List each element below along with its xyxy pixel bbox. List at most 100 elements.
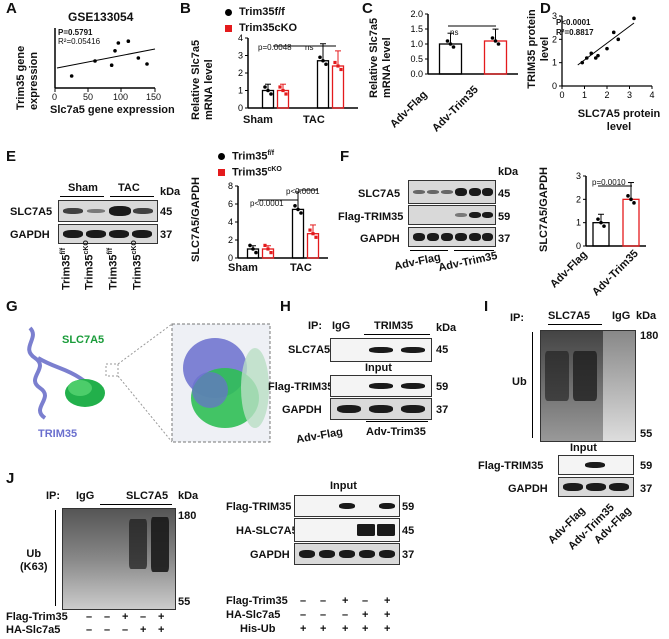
- bar: [622, 198, 640, 247]
- data-point: [596, 217, 600, 221]
- data-point: [116, 41, 121, 45]
- panel-f-blot-flag: [408, 205, 496, 225]
- panel-j-kda-gapdh: 37: [402, 549, 415, 561]
- y-tick-label: 1.5: [410, 24, 423, 34]
- data-point: [263, 85, 267, 89]
- panel-j-rcond-2: His-Ub: [240, 623, 276, 635]
- data-point: [248, 243, 252, 248]
- data-point: [629, 197, 633, 202]
- data-point: [333, 60, 337, 65]
- condition-mark: –: [104, 624, 111, 636]
- y-tick-label: 2: [576, 194, 581, 204]
- condition-mark: –: [86, 611, 93, 623]
- condition-mark: –: [122, 624, 129, 636]
- panel-g-structure: [27, 323, 271, 443]
- panel-h-row-slc: SLC7A5: [288, 344, 331, 356]
- panel-h-group-1: Adv-Trim35: [366, 426, 426, 438]
- y-tick-label: 0.5: [410, 54, 423, 64]
- panel-f-letter: F: [340, 148, 350, 165]
- data-point: [602, 224, 606, 228]
- panel-j-kda: kDa: [178, 490, 199, 502]
- data-point: [284, 92, 288, 96]
- panel-j-input: Input: [330, 480, 357, 492]
- panel-i-ub: Ub: [512, 376, 527, 388]
- panel-g-trim-label: TRIM35: [38, 428, 78, 440]
- y-tick-label: 0: [552, 81, 557, 91]
- condition-mark: +: [342, 623, 349, 635]
- data-point: [308, 228, 312, 232]
- panel-f-p: p=0.0010: [592, 178, 626, 187]
- panel-e-blot-gapdh: [58, 224, 158, 244]
- data-point: [145, 62, 149, 66]
- panel-e-row-gapdh: GAPDH: [10, 229, 50, 241]
- data-point: [278, 85, 282, 89]
- condition-mark: +: [122, 611, 129, 623]
- panel-i-input: Input: [570, 442, 597, 454]
- panel-j-letter: J: [6, 470, 15, 487]
- panel-f-group-0: Adv-Flag: [393, 251, 442, 273]
- panel-j-rcond-0: Flag-Trim35: [226, 595, 288, 607]
- y-tick-label: 2.0: [410, 9, 423, 19]
- panel-j-kda-flag: 59: [402, 501, 415, 513]
- panel-j-slc: SLC7A5: [126, 490, 169, 502]
- x-tick-label: 4: [649, 90, 654, 100]
- condition-mark: +: [384, 595, 391, 607]
- panel-f-row-slc: SLC7A5: [358, 188, 401, 200]
- panel-j-cond-0: Flag-Trim35: [6, 611, 68, 623]
- panel-e-lane-1: Trim35cKO: [83, 240, 96, 290]
- condition-mark: –: [362, 595, 369, 607]
- panel-j-rcond-1: HA-Slc7a5: [226, 609, 281, 621]
- x-tick-label: 0: [559, 90, 564, 100]
- panel-i-row-flag: Flag-TRIM35: [478, 460, 544, 472]
- data-point: [263, 243, 267, 247]
- panel-j-kda-ha: 45: [402, 525, 415, 537]
- condition-mark: –: [342, 609, 349, 621]
- data-point: [490, 36, 495, 40]
- data-point: [318, 55, 322, 60]
- panel-e-kda-slc: 45: [160, 206, 173, 218]
- condition-mark: +: [384, 609, 391, 621]
- panel-h-kda-slc: 45: [436, 344, 449, 356]
- panel-h-row-flag: Flag-TRIM35: [268, 381, 334, 393]
- y-tick-label: 6: [228, 199, 233, 209]
- panel-i-row-gapdh: GAPDH: [508, 483, 548, 495]
- panel-e-ylabel: SLC7A5/GAPDH: [190, 177, 202, 262]
- data-point: [445, 39, 450, 43]
- data-point: [599, 220, 603, 225]
- panel-e-group-sham: Sham: [68, 182, 98, 194]
- data-point: [611, 30, 616, 35]
- condition-mark: +: [300, 623, 307, 635]
- x-tick-label: 2: [604, 90, 609, 100]
- panel-i-blot-flag: [558, 455, 634, 475]
- y-tick-label: 4: [228, 217, 233, 227]
- data-point: [254, 250, 258, 255]
- panel-b-cat-1: TAC: [303, 114, 325, 126]
- panel-e-blot-slc: [58, 200, 158, 222]
- data-point: [136, 56, 141, 60]
- data-point: [296, 207, 300, 212]
- panel-j-cond-1: HA-Slc7a5: [6, 624, 61, 636]
- y-tick-label: 8: [228, 181, 233, 191]
- panel-b-cat-0: Sham: [243, 114, 273, 126]
- condition-mark: –: [300, 609, 307, 621]
- panel-h-kda-flag: 59: [436, 381, 449, 393]
- condition-mark: –: [104, 611, 111, 623]
- panel-h-group-0: Adv-Flag: [295, 426, 344, 446]
- panel-f-kda-gapdh: 37: [498, 233, 511, 245]
- panel-h-trim: TRIM35: [374, 320, 414, 332]
- panel-j-ip: IP:: [46, 490, 61, 502]
- panel-e-cat-0: Sham: [228, 262, 258, 274]
- bar: [592, 222, 610, 247]
- panel-i-letter: I: [484, 298, 489, 315]
- panel-d-stats-r: R²=0.8817: [556, 28, 594, 37]
- panel-d-letter: D: [540, 0, 551, 17]
- panel-e-kda: kDa: [160, 186, 181, 198]
- data-point: [493, 39, 498, 43]
- condition-mark: +: [140, 624, 147, 636]
- panel-h-kda-gapdh: 37: [436, 404, 449, 416]
- panel-h-kda: kDa: [436, 322, 457, 334]
- data-point: [596, 53, 600, 58]
- condition-mark: +: [158, 624, 165, 636]
- condition-mark: –: [300, 595, 307, 607]
- data-point: [266, 247, 270, 251]
